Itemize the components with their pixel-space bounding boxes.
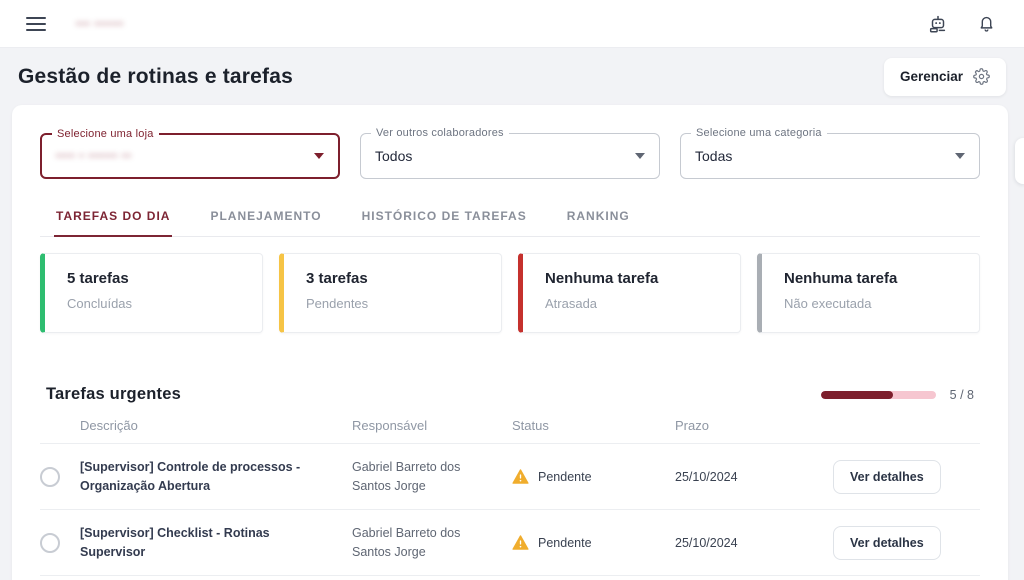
stat-title: 3 tarefas (306, 270, 368, 287)
chevron-down-icon (955, 153, 965, 159)
tab-ranking[interactable]: Ranking (566, 209, 630, 223)
category-select-value: Todas (695, 148, 733, 164)
task-due-date: 25/10/2024 (675, 535, 738, 550)
column-header-prazo: Prazo (675, 418, 709, 433)
view-details-button[interactable]: Ver detalhes (833, 459, 941, 494)
store-select-value: ▪▪▪▪ ▪ ▪▪▪▪▪▪ ▪▪ (56, 150, 132, 162)
app-logo: ▪▪▪ ▪▪▪▪▪▪ (76, 17, 125, 30)
store-select-label: Selecione uma loja (52, 128, 159, 140)
task-status: Pendente (538, 469, 592, 484)
column-header-responsavel: Responsável (352, 418, 428, 433)
store-select[interactable]: Selecione uma loja ▪▪▪▪ ▪ ▪▪▪▪▪▪ ▪▪ (40, 128, 340, 179)
tab-tarefas-do-dia[interactable]: Tarefas do dia (54, 203, 173, 237)
task-complete-radio[interactable] (40, 532, 60, 553)
tab-historico-de-tarefas[interactable]: Histórico de tarefas (361, 209, 527, 223)
progress-fill (820, 390, 893, 399)
warning-icon (512, 469, 529, 484)
chevron-down-icon (635, 153, 645, 159)
table-row: [Supervisor] Controle de processos - Org… (40, 444, 980, 510)
chevron-down-icon (314, 153, 324, 159)
task-description: [Supervisor] Controle de processos - Org… (80, 460, 301, 493)
urgent-progress: 5 / 8 (820, 387, 974, 402)
progress-label: 5 / 8 (949, 387, 974, 402)
stat-title: 5 tarefas (67, 270, 129, 287)
assistant-robot-icon[interactable] (926, 12, 950, 36)
stat-card-atrasada: Nenhuma tarefa Atrasada (518, 253, 741, 333)
gear-icon (973, 68, 990, 85)
page-header: Gestão de rotinas e tarefas Gerenciar (0, 48, 1024, 105)
task-due-date: 25/10/2024 (675, 469, 738, 484)
manage-button-label: Gerenciar (899, 69, 963, 84)
task-complete-radio[interactable] (40, 466, 60, 487)
stat-card-nao-executada: Nenhuma tarefa Não executada (757, 253, 980, 333)
collaborators-select[interactable]: Ver outros colaboradores Todos (360, 127, 660, 179)
task-responsible: Gabriel Barreto dos Santos Jorge (352, 525, 461, 559)
topbar: ▪▪▪ ▪▪▪▪▪▪ (0, 0, 1024, 48)
warning-icon (512, 535, 529, 550)
category-select[interactable]: Selecione uma categoria Todas (680, 127, 980, 179)
column-header-descricao: Descrição (80, 418, 138, 433)
view-details-button[interactable]: Ver detalhes (833, 525, 941, 560)
filters-row: Selecione uma loja ▪▪▪▪ ▪ ▪▪▪▪▪▪ ▪▪ Ver … (40, 127, 980, 179)
hamburger-menu-icon[interactable] (26, 16, 46, 31)
table-row: [Supervisor] Checklist - Rotinas Supervi… (40, 510, 980, 576)
stat-subtitle: Não executada (784, 296, 872, 311)
content-card: Selecione uma loja ▪▪▪▪ ▪ ▪▪▪▪▪▪ ▪▪ Ver … (12, 105, 1008, 580)
stat-subtitle: Atrasada (545, 296, 598, 311)
notifications-bell-icon[interactable] (974, 12, 998, 36)
stat-title: Nenhuma tarefa (545, 270, 659, 287)
floating-widget-edge[interactable] (1015, 138, 1024, 184)
urgent-section-title: Tarefas urgentes (46, 385, 181, 403)
stat-card-concluidas: 5 tarefas Concluídas (40, 253, 263, 333)
page-title: Gestão de rotinas e tarefas (18, 64, 294, 88)
stat-subtitle: Concluídas (67, 296, 133, 311)
tabs-bar: Tarefas do dia Planejamento Histórico de… (40, 203, 980, 237)
collaborators-select-label: Ver outros colaboradores (371, 127, 509, 139)
stat-subtitle: Pendentes (306, 296, 369, 311)
tab-planejamento[interactable]: Planejamento (210, 209, 322, 223)
manage-button[interactable]: Gerenciar (883, 57, 1006, 96)
task-responsible: Gabriel Barreto dos Santos Jorge (352, 459, 461, 493)
table-header: Descrição Responsável Status Prazo (40, 418, 980, 444)
task-status: Pendente (538, 535, 592, 550)
progress-bar (820, 390, 936, 399)
stat-title: Nenhuma tarefa (784, 270, 898, 287)
stats-row: 5 tarefas Concluídas 3 tarefas Pendentes… (40, 253, 980, 333)
task-description: [Supervisor] Checklist - Rotinas Supervi… (80, 526, 270, 559)
stat-card-pendentes: 3 tarefas Pendentes (279, 253, 502, 333)
urgent-section-header: Tarefas urgentes 5 / 8 (40, 385, 980, 404)
column-header-status: Status (512, 418, 549, 433)
category-select-label: Selecione uma categoria (691, 127, 827, 139)
collaborators-select-value: Todos (375, 148, 413, 164)
